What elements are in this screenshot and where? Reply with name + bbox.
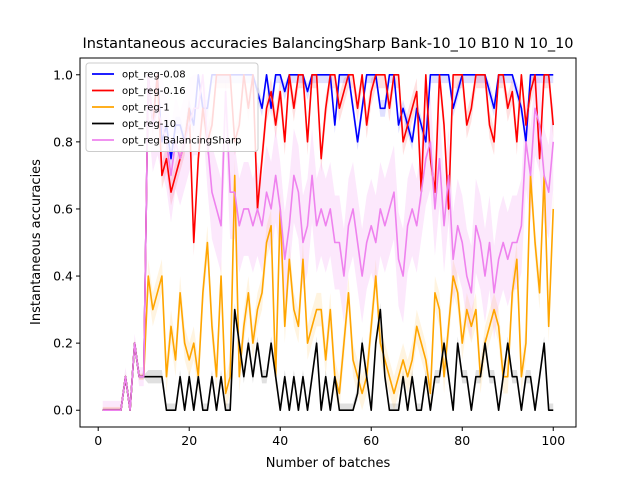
legend-label-opt-reg-1: opt_reg-1 xyxy=(122,103,170,114)
x-tick-label: 100 xyxy=(541,433,565,448)
legend-label-opt-reg-0-08: opt_reg-0.08 xyxy=(122,70,186,81)
y-tick-label: 1.0 xyxy=(53,67,73,82)
x-axis: 0 20 40 60 80 100 xyxy=(94,427,565,448)
series-line-opt-reg-10 xyxy=(102,308,554,412)
y-tick-label: 0.0 xyxy=(53,403,73,418)
legend-box xyxy=(85,62,259,152)
x-tick-label: 0 xyxy=(94,433,102,448)
x-tick-label: 60 xyxy=(363,433,379,448)
x-tick-label: 20 xyxy=(181,433,197,448)
series-line-opt-reg-0-16 xyxy=(102,73,555,412)
y-axis-label: Instantaneous accuracies xyxy=(29,159,44,325)
plot-frame xyxy=(79,57,577,428)
y-tick-label: 0.6 xyxy=(53,201,73,216)
legend: opt_reg-0.08 opt_reg-0.16 opt_reg-1 opt_reg… xyxy=(85,62,259,152)
x-tick-label: 40 xyxy=(272,433,288,448)
legend-label-opt-reg-0-16: opt_reg-0.16 xyxy=(122,86,186,97)
x-axis-label: Number of batches xyxy=(266,456,391,471)
band-opt-reg-balancingsharp xyxy=(102,74,554,411)
y-tick-label: 0.4 xyxy=(53,269,73,284)
x-tick-label: 80 xyxy=(454,433,470,448)
series-line-opt-reg-1 xyxy=(102,174,555,412)
legend-label-opt-reg-balancingsharp: opt_reg BalancingSharp xyxy=(122,136,241,147)
chart-title: Instantaneous accuracies BalancingSharp … xyxy=(82,36,573,52)
legend-label-opt-reg-10: opt_reg-10 xyxy=(122,119,176,130)
y-tick-label: 0.8 xyxy=(53,134,73,149)
y-tick-label: 0.2 xyxy=(53,336,73,351)
y-axis: 0.0 0.2 0.4 0.6 0.8 1.0 xyxy=(53,67,80,418)
